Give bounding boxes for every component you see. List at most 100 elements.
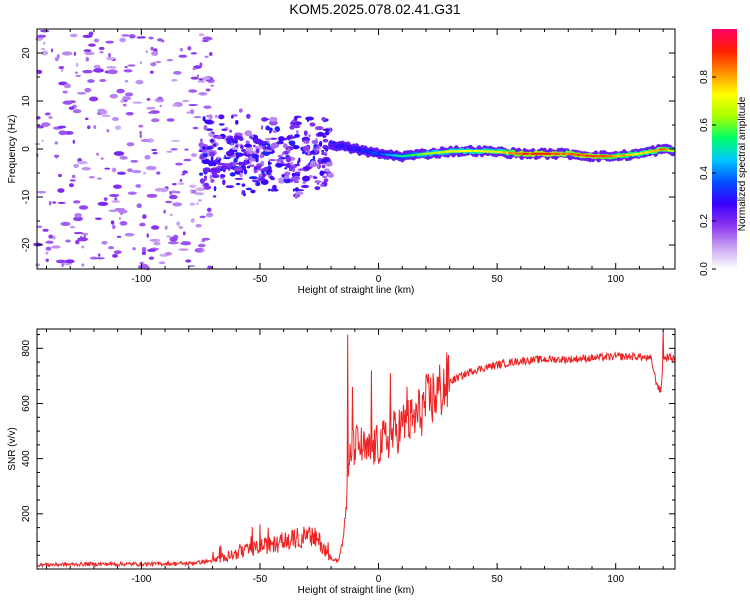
heatmap-cell <box>122 96 132 101</box>
heatmap-cell <box>74 71 78 74</box>
heatmap-cell <box>145 165 157 171</box>
snr-frame <box>36 328 676 570</box>
heatmap-cell <box>96 152 99 156</box>
heatmap-cell <box>93 68 105 73</box>
heatmap-cell <box>116 171 127 175</box>
heatmap-cell <box>289 140 296 147</box>
x-tick-label: -50 <box>253 274 268 285</box>
tone-peak <box>485 150 490 153</box>
heatmap-cell <box>157 96 163 101</box>
y-tick-label: 200 <box>21 505 32 522</box>
heatmap-cell <box>85 56 90 62</box>
heatmap-cell <box>188 184 197 188</box>
heatmap-cell <box>75 74 82 77</box>
heatmap-cell <box>83 49 92 53</box>
heatmap-cell <box>139 133 143 139</box>
heatmap-cell <box>107 69 118 75</box>
heatmap-cell <box>61 263 64 268</box>
heatmap-cell <box>179 178 183 182</box>
heatmap-cell <box>277 154 283 158</box>
x-tick-label: 0 <box>376 574 382 585</box>
heatmap-cell <box>178 54 188 58</box>
heatmap-cell <box>290 136 294 139</box>
heatmap-cell <box>128 34 136 39</box>
heatmap-cell <box>89 96 99 102</box>
heatmap-cell <box>60 221 71 227</box>
heatmap-cell <box>108 53 111 58</box>
heatmap-cell <box>297 168 305 171</box>
heatmap-cell <box>197 80 206 83</box>
snr-x-label: Height of straight line (km) <box>298 585 415 596</box>
heatmap-cell <box>285 156 292 163</box>
heatmap-cell <box>199 178 205 184</box>
tone-peak <box>460 149 465 153</box>
heatmap-cell <box>210 156 214 162</box>
heatmap-cell <box>262 147 266 151</box>
tone-peak <box>551 152 556 155</box>
heatmap-cell <box>84 87 92 93</box>
heatmap-cell <box>303 166 311 171</box>
heatmap-cell <box>313 144 318 148</box>
tone-peak <box>468 149 473 153</box>
heatmap-cell <box>148 256 155 260</box>
heatmap-cell <box>253 144 256 148</box>
heatmap-cell <box>231 146 239 151</box>
heatmap-cell <box>41 50 49 56</box>
heatmap-cell <box>37 34 47 38</box>
heatmap-cell <box>141 250 146 256</box>
heatmap-cell <box>55 155 58 159</box>
heatmap-cell <box>178 225 184 230</box>
heatmap-cell <box>99 51 104 54</box>
heatmap-cell <box>166 58 173 62</box>
heatmap-cell <box>103 197 108 202</box>
heatmap-cell <box>113 151 125 156</box>
heatmap-cell <box>54 141 59 145</box>
heatmap-cell <box>191 189 197 194</box>
heatmap-cell <box>69 179 76 182</box>
heatmap-cell <box>246 113 251 119</box>
heatmap-cell <box>175 162 183 166</box>
heatmap-cell <box>147 138 155 143</box>
tone-peak <box>562 152 567 155</box>
heatmap-cell <box>139 36 146 39</box>
heatmap-cell <box>301 184 310 189</box>
heatmap-cell <box>276 141 284 145</box>
heatmap-cell <box>312 155 316 161</box>
heatmap-cell <box>62 90 68 94</box>
heatmap-cell <box>195 187 206 192</box>
tone-peak <box>482 150 487 153</box>
heatmap-cell <box>294 193 298 199</box>
heatmap-cell <box>214 114 218 119</box>
colorbar-gradient <box>712 29 737 269</box>
heatmap-cell <box>101 240 108 245</box>
x-tick-label: 100 <box>607 274 624 285</box>
heatmap-cell <box>50 48 54 53</box>
heatmap-cell <box>218 123 225 126</box>
heatmap-cell <box>292 168 296 173</box>
heatmap-cell <box>211 171 218 175</box>
heatmap-cell <box>140 139 150 143</box>
heatmap-cell <box>201 39 209 43</box>
heatmap-cell <box>325 131 330 136</box>
heatmap-cell <box>246 146 254 152</box>
heatmap-cell <box>139 222 146 227</box>
heatmap-cell <box>123 69 133 73</box>
heatmap-cell <box>272 188 279 192</box>
heatmap-cell <box>168 194 178 200</box>
heatmap-cell <box>147 111 156 114</box>
heatmap-cell <box>225 136 235 143</box>
snr-x-ticks: -100 -50 0 50 100 <box>45 329 664 585</box>
heatmap-cell <box>119 221 128 226</box>
heatmap-cell <box>166 118 175 122</box>
heatmap-cell <box>308 151 317 154</box>
heatmap-cell <box>124 232 135 237</box>
heatmap-cell <box>120 99 124 104</box>
heatmap-cell <box>264 137 272 141</box>
heatmap-cell <box>40 29 50 33</box>
y-tick-label: 10 <box>21 95 32 107</box>
heatmap-cell <box>68 183 75 188</box>
heatmap-cell <box>52 235 56 240</box>
heatmap-cell <box>194 192 205 196</box>
heatmap-cell <box>306 118 310 122</box>
heatmap-cell <box>205 88 211 92</box>
